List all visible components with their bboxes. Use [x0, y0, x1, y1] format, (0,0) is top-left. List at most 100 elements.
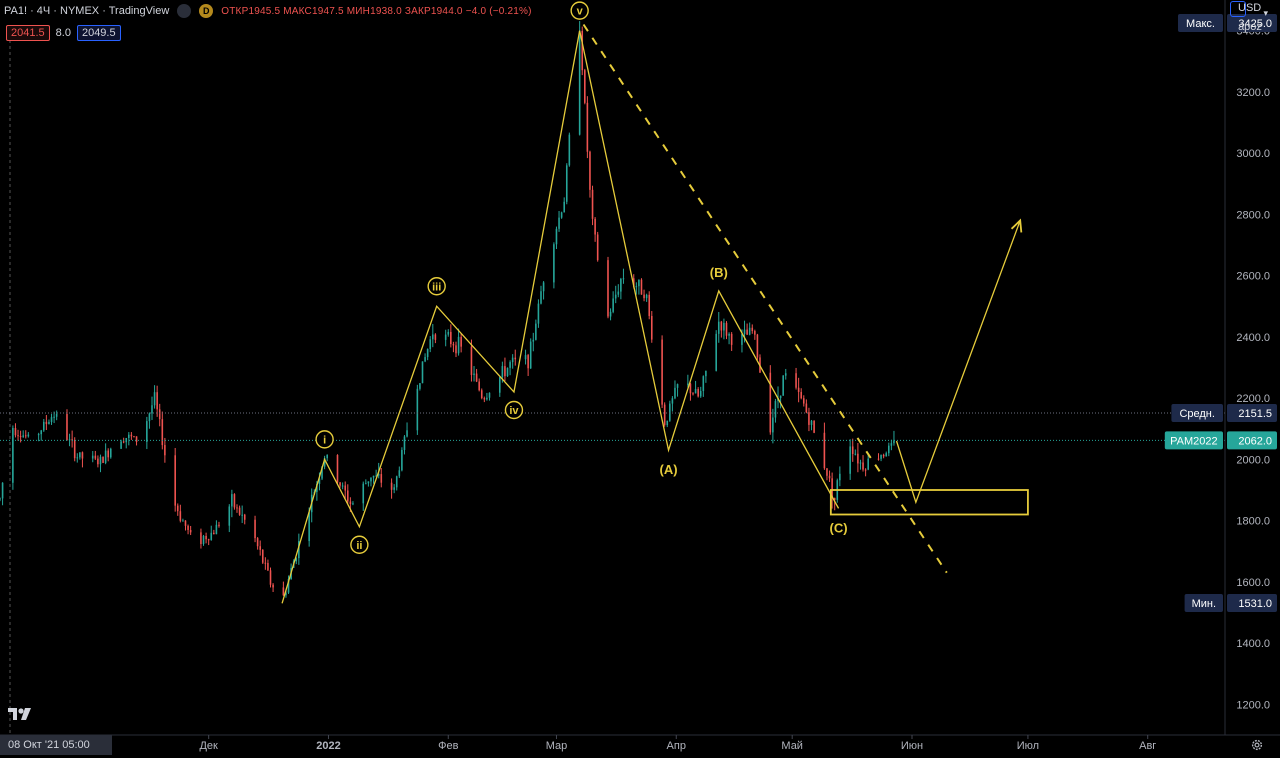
candle-body: [748, 327, 751, 335]
dashed-trendline[interactable]: [582, 23, 948, 574]
candle-body: [769, 372, 772, 433]
price-tag-last-value: 2062.0: [1238, 435, 1272, 447]
wave-label-circle[interactable]: [350, 535, 369, 554]
candle-body: [725, 322, 728, 336]
price-tag-last-name: PAM2022: [1170, 435, 1218, 447]
wave-label-circle[interactable]: [427, 277, 446, 296]
tradingview-logo-icon[interactable]: [8, 706, 32, 722]
wave-label-(A)[interactable]: (A): [660, 462, 678, 477]
ask-price[interactable]: 2049.5: [76, 25, 121, 41]
candle-body: [99, 456, 102, 465]
candle-body: [779, 395, 782, 399]
ohlc-change-value: −4.0 (−0.21%): [465, 5, 532, 17]
symbol-legend[interactable]: PA1! · 4Ч · NYMEX · TradingView D ОТКР19…: [4, 4, 532, 18]
chevron-down-icon[interactable]: ▾: [1263, 8, 1268, 18]
candle-body: [609, 311, 612, 317]
candle-body: [352, 503, 354, 505]
candle-body: [754, 331, 756, 335]
candle-body: [511, 357, 514, 363]
candle-body: [560, 212, 563, 218]
candle-body: [632, 278, 635, 287]
wave-label-iv[interactable]: iv: [509, 405, 519, 417]
candle-body: [692, 393, 694, 395]
unit-label[interactable]: apoz: [1238, 21, 1262, 33]
lock-icon[interactable]: [1230, 1, 1246, 17]
visibility-icon[interactable]: [177, 4, 192, 18]
candle-body: [480, 390, 483, 399]
candle-body: [699, 391, 702, 397]
candle-body: [470, 346, 473, 375]
candle-body: [486, 397, 488, 400]
candle-body: [514, 357, 517, 360]
projection-wave-line[interactable]: [895, 220, 1021, 505]
wave-label-ii[interactable]: ii: [356, 540, 362, 552]
candle-body: [189, 529, 192, 533]
y-tick-label: 2000.0: [1236, 454, 1270, 466]
candle-body: [612, 298, 614, 312]
candle-body: [568, 134, 571, 166]
wave-label-circle[interactable]: [570, 1, 589, 20]
candle-body: [565, 165, 568, 202]
bid-price[interactable]: 2041.5: [6, 25, 50, 41]
candle-body: [215, 524, 218, 535]
candle-body: [882, 455, 885, 457]
wave-label-v[interactable]: v: [577, 6, 584, 18]
ohlc-close-key: ЗАКР: [404, 5, 431, 17]
wave-label-(C)[interactable]: (C): [830, 520, 848, 535]
candle-body: [380, 474, 383, 483]
price-tag-value-bg: [1227, 594, 1277, 613]
support-zone-box[interactable]: [829, 489, 1029, 516]
currency-label[interactable]: USD: [1238, 2, 1262, 14]
ohlc-high-value: 1947.5: [311, 5, 344, 17]
candle-body: [890, 443, 893, 446]
candle-body: [228, 506, 231, 526]
candles-series: [0, 21, 895, 598]
wave-label-circle[interactable]: [504, 400, 524, 420]
candle-body: [339, 482, 341, 486]
wave-label-iii[interactable]: iii: [432, 281, 441, 293]
candle-body: [156, 392, 158, 410]
correction-wave-line[interactable]: [579, 30, 840, 509]
symbol-title[interactable]: PA1! · 4Ч · NYMEX · TradingView: [4, 5, 170, 17]
candle-body: [267, 563, 269, 571]
candle-body: [398, 470, 401, 477]
currency-selector[interactable]: USD apoz ▾: [1208, 0, 1268, 33]
candle-body: [66, 413, 68, 440]
candle-body: [473, 373, 475, 375]
candle-body: [581, 30, 584, 71]
impulse-wave-line[interactable]: [281, 30, 581, 604]
candle-body: [717, 321, 720, 334]
candle-body: [130, 434, 133, 437]
candle-body: [607, 260, 609, 317]
candle-body: [643, 294, 645, 299]
candle-body: [419, 383, 421, 389]
candle-body: [498, 377, 501, 393]
candle-body: [831, 478, 833, 498]
candle-body: [751, 327, 754, 332]
wave-label-(B)[interactable]: (B): [710, 265, 728, 280]
candle-body: [213, 532, 215, 535]
delayed-data-badge[interactable]: D: [199, 4, 214, 18]
candle-body: [238, 507, 241, 515]
x-tick-label: Мар: [546, 740, 568, 752]
candle-body: [797, 387, 800, 392]
wave-label-i[interactable]: i: [323, 434, 326, 446]
x-tick-label: Май: [781, 740, 803, 752]
candle-body: [14, 427, 17, 436]
price-tag-value-bg: [1227, 13, 1277, 32]
candle-body: [648, 294, 651, 317]
candle-body: [73, 440, 76, 459]
candle-body: [158, 409, 161, 420]
gear-icon[interactable]: [1250, 738, 1264, 752]
candle-body: [614, 294, 617, 299]
candle-body: [833, 497, 836, 500]
candle-body: [346, 490, 349, 502]
projection-arrow-head[interactable]: [1010, 218, 1023, 233]
candle-body: [269, 570, 272, 585]
wave-label-circle[interactable]: [315, 430, 334, 449]
candle-body: [285, 592, 287, 596]
bid-ask-row: 2041.5 8.0 2049.5: [6, 25, 121, 41]
candle-body: [784, 373, 787, 376]
candle-body: [457, 336, 460, 354]
